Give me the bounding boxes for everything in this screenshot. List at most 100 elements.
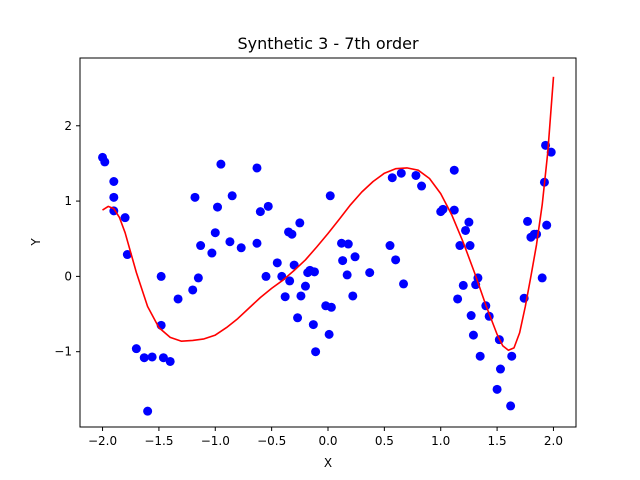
fit-line	[102, 76, 555, 352]
scatter-point	[277, 271, 287, 281]
scatter-point	[188, 285, 198, 295]
scatter-point	[396, 168, 406, 178]
scatter-point	[156, 271, 166, 281]
x-tick-label: 2.0	[544, 434, 563, 448]
scatter-point	[131, 344, 141, 354]
scatter-point	[464, 217, 474, 227]
scatter-point	[213, 202, 223, 212]
scatter-point	[196, 241, 206, 251]
scatter-point	[122, 250, 132, 260]
scatter-point	[455, 241, 465, 251]
scatter-point	[438, 204, 448, 214]
scatter-point	[506, 401, 516, 411]
x-tick-label: −1.5	[144, 434, 173, 448]
scatter-point	[325, 191, 335, 201]
scatter-point	[207, 248, 217, 258]
scatter-point	[263, 201, 273, 211]
scatter-point	[449, 205, 459, 215]
scatter-point	[147, 352, 157, 362]
scatter-point	[495, 364, 505, 374]
scatter-point	[387, 173, 397, 183]
scatter-point	[337, 238, 347, 248]
scatter-point	[492, 384, 502, 394]
scatter-point	[236, 243, 246, 253]
scatter-point	[158, 353, 168, 363]
scatter-point	[173, 294, 183, 304]
scatter-point	[343, 239, 353, 249]
scatter-point	[348, 291, 358, 301]
x-tick-label: 0.0	[318, 434, 337, 448]
scatter-point	[399, 279, 409, 289]
scatter-point	[311, 347, 321, 357]
x-axis: −2.0 −1.5 −1.0 −0.5 0.0 0.5 1.0 1.5 2.0	[88, 427, 563, 448]
scatter-point	[468, 330, 478, 340]
scatter-point	[272, 258, 282, 268]
x-tick-label: −0.5	[257, 434, 286, 448]
scatter-point	[143, 406, 153, 416]
scatter-point	[193, 273, 203, 283]
scatter-point	[546, 147, 556, 157]
chart-title: Synthetic 3 - 7th order	[237, 34, 419, 53]
scatter-point	[523, 216, 533, 226]
scatter-point	[461, 225, 471, 235]
scatter-point	[453, 294, 463, 304]
scatter-point	[139, 353, 149, 363]
scatter-point	[466, 311, 476, 321]
scatter-point	[287, 229, 297, 239]
x-tick-label: −1.0	[201, 434, 230, 448]
scatter-point	[411, 170, 421, 180]
scatter-point	[475, 351, 485, 361]
scatter-point	[216, 159, 226, 169]
scatter-point	[252, 163, 262, 173]
scatter-point	[255, 207, 265, 217]
scatter-point	[285, 276, 295, 286]
scatter-point	[308, 320, 318, 330]
y-tick-label: 2	[64, 119, 72, 133]
scatter-point	[342, 270, 352, 280]
scatter-point	[252, 238, 262, 248]
scatter-point	[338, 256, 348, 266]
scatter-point	[293, 313, 303, 323]
scatter-point	[507, 351, 517, 361]
scatter-point	[165, 356, 175, 366]
x-tick-label: 1.0	[431, 434, 450, 448]
scatter-point	[190, 192, 200, 202]
x-tick-label: −2.0	[88, 434, 117, 448]
plot-area	[98, 76, 556, 416]
scatter-point	[385, 241, 395, 251]
scatter-point	[109, 177, 119, 187]
scatter-point	[326, 302, 336, 312]
scatter-point	[542, 220, 552, 230]
scatter-point	[365, 268, 375, 278]
scatter-point	[532, 229, 542, 239]
scatter-point	[210, 228, 220, 238]
scatter-point	[100, 157, 110, 167]
y-tick-label: 1	[64, 194, 72, 208]
scatter-point	[295, 218, 305, 228]
scatter-point	[296, 291, 306, 301]
scatter-point	[417, 181, 427, 191]
scatter-point	[120, 213, 130, 223]
y-tick-label: 0	[64, 269, 72, 283]
y-axis-label: Y	[29, 238, 43, 247]
scatter-point	[465, 241, 475, 251]
scatter-point	[225, 237, 235, 247]
scatter-point	[449, 165, 459, 175]
scatter-point	[300, 281, 310, 291]
scatter-point	[109, 192, 119, 202]
scatter-point	[227, 191, 237, 201]
scatter-point	[391, 255, 401, 265]
y-tick-label: −1	[54, 345, 72, 359]
y-axis: −1 0 1 2	[54, 119, 80, 359]
scatter-point	[350, 252, 360, 262]
scatter-point	[458, 280, 468, 290]
x-tick-label: 0.5	[375, 434, 394, 448]
x-tick-label: 1.5	[488, 434, 507, 448]
x-axis-label: X	[324, 456, 332, 470]
scatter-point	[537, 273, 547, 283]
scatter-point	[261, 271, 271, 281]
scatter-point	[324, 329, 334, 339]
scatter-point	[309, 267, 319, 277]
